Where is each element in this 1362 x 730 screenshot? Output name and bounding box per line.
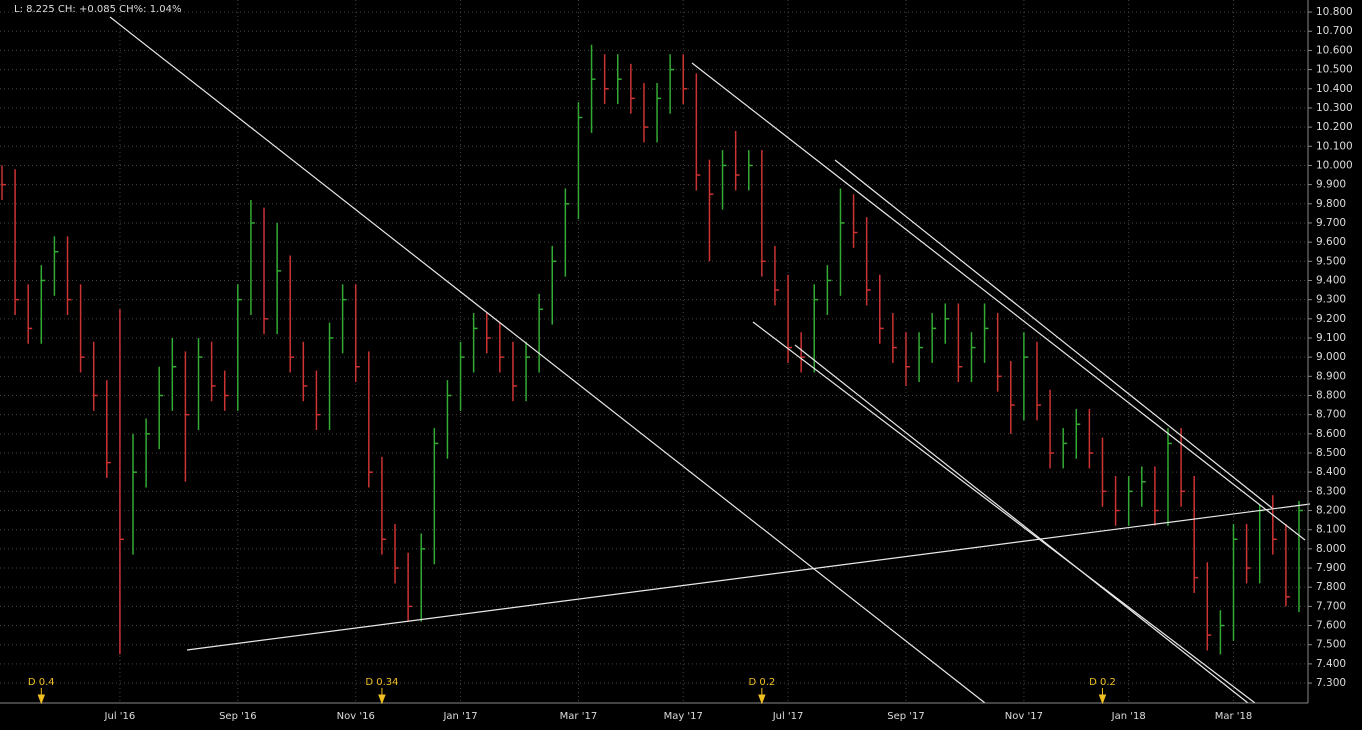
- dividend-marker: [378, 688, 386, 705]
- trend-line: [691, 62, 1306, 541]
- y-tick-label: 9.600: [1316, 236, 1346, 248]
- y-tick-label: 9.100: [1316, 332, 1346, 344]
- trend-line: [186, 503, 1311, 651]
- x-tick-label: Jan '17: [442, 711, 477, 722]
- y-tick-label: 7.800: [1316, 581, 1346, 593]
- x-tick-label: Jan '18: [1111, 711, 1146, 722]
- y-tick-label: 8.900: [1316, 370, 1346, 382]
- y-tick-label: 10.200: [1316, 121, 1353, 133]
- y-tick-label: 7.900: [1316, 562, 1346, 574]
- y-tick-label: 9.300: [1316, 294, 1346, 306]
- dividend-marker: [1098, 688, 1107, 705]
- y-tick-label: 10.800: [1316, 6, 1353, 18]
- y-tick-label: 9.400: [1316, 274, 1346, 286]
- y-tick-label: 7.600: [1316, 620, 1346, 632]
- y-tick-label: 8.600: [1316, 428, 1346, 440]
- y-tick-label: 8.500: [1316, 447, 1346, 459]
- trend-line: [109, 16, 986, 704]
- x-tick-label: Jul '17: [772, 711, 804, 722]
- y-tick-label: 8.400: [1316, 466, 1346, 478]
- y-tick-label: 10.000: [1316, 159, 1353, 171]
- y-tick-label: 8.700: [1316, 409, 1346, 421]
- y-tick-label: 9.900: [1316, 179, 1346, 191]
- x-tick-label: Mar '18: [1215, 711, 1253, 722]
- y-tick-label: 9.800: [1316, 198, 1346, 210]
- x-tick-label: Nov '16: [337, 711, 375, 722]
- y-tick-label: 10.400: [1316, 83, 1353, 95]
- trend-lines: [109, 16, 1311, 704]
- x-tick-label: Mar '17: [560, 711, 598, 722]
- header: L: 8.225 CH: +0.085 CH%: 1.04%: [14, 4, 181, 15]
- dividend-label: D 0.2: [748, 677, 775, 688]
- y-tick-label: 9.200: [1316, 313, 1346, 325]
- x-tick-label: Jul '16: [104, 711, 136, 722]
- y-tick-label: 8.100: [1316, 524, 1346, 536]
- trend-line: [794, 344, 1249, 704]
- y-tick-label: 7.500: [1316, 639, 1346, 651]
- y-tick-label: 7.300: [1316, 677, 1346, 689]
- dividend-label: D 0.4: [28, 677, 55, 688]
- dividend-label: D 0.34: [365, 677, 398, 688]
- x-tick-label: Nov '17: [1005, 711, 1043, 722]
- trend-line: [752, 321, 1256, 704]
- y-tick-label: 10.600: [1316, 44, 1353, 56]
- y-tick-label: 10.100: [1316, 140, 1353, 152]
- x-tick-label: Sep '16: [219, 711, 257, 722]
- y-tick-label: 7.700: [1316, 600, 1346, 612]
- x-tick-label: May '17: [664, 711, 703, 722]
- y-tick-label: 10.700: [1316, 25, 1353, 37]
- y-tick-label: 9.700: [1316, 217, 1346, 229]
- y-tick-label: 8.000: [1316, 543, 1346, 555]
- y-tick-label: 10.300: [1316, 102, 1353, 114]
- trend-line: [834, 159, 1273, 509]
- x-tick-label: Sep '17: [887, 711, 925, 722]
- dividend-label: D 0.2: [1089, 677, 1116, 688]
- y-tick-label: 9.000: [1316, 351, 1346, 363]
- y-tick-label: 10.500: [1316, 64, 1353, 76]
- dividend-marker: [758, 688, 766, 705]
- y-tick-label: 8.800: [1316, 389, 1346, 401]
- y-tick-label: 9.500: [1316, 255, 1346, 267]
- y-tick-label: 8.300: [1316, 485, 1346, 497]
- dividend-marker: [37, 688, 46, 705]
- price-bars: [1, 44, 1303, 655]
- y-tick-label: 8.200: [1316, 505, 1346, 517]
- y-tick-label: 7.400: [1316, 658, 1346, 670]
- axis-labels: 7.300 7.400 7.500 7.600 7.700 7.800 7.900 8.000…: [28, 6, 1353, 722]
